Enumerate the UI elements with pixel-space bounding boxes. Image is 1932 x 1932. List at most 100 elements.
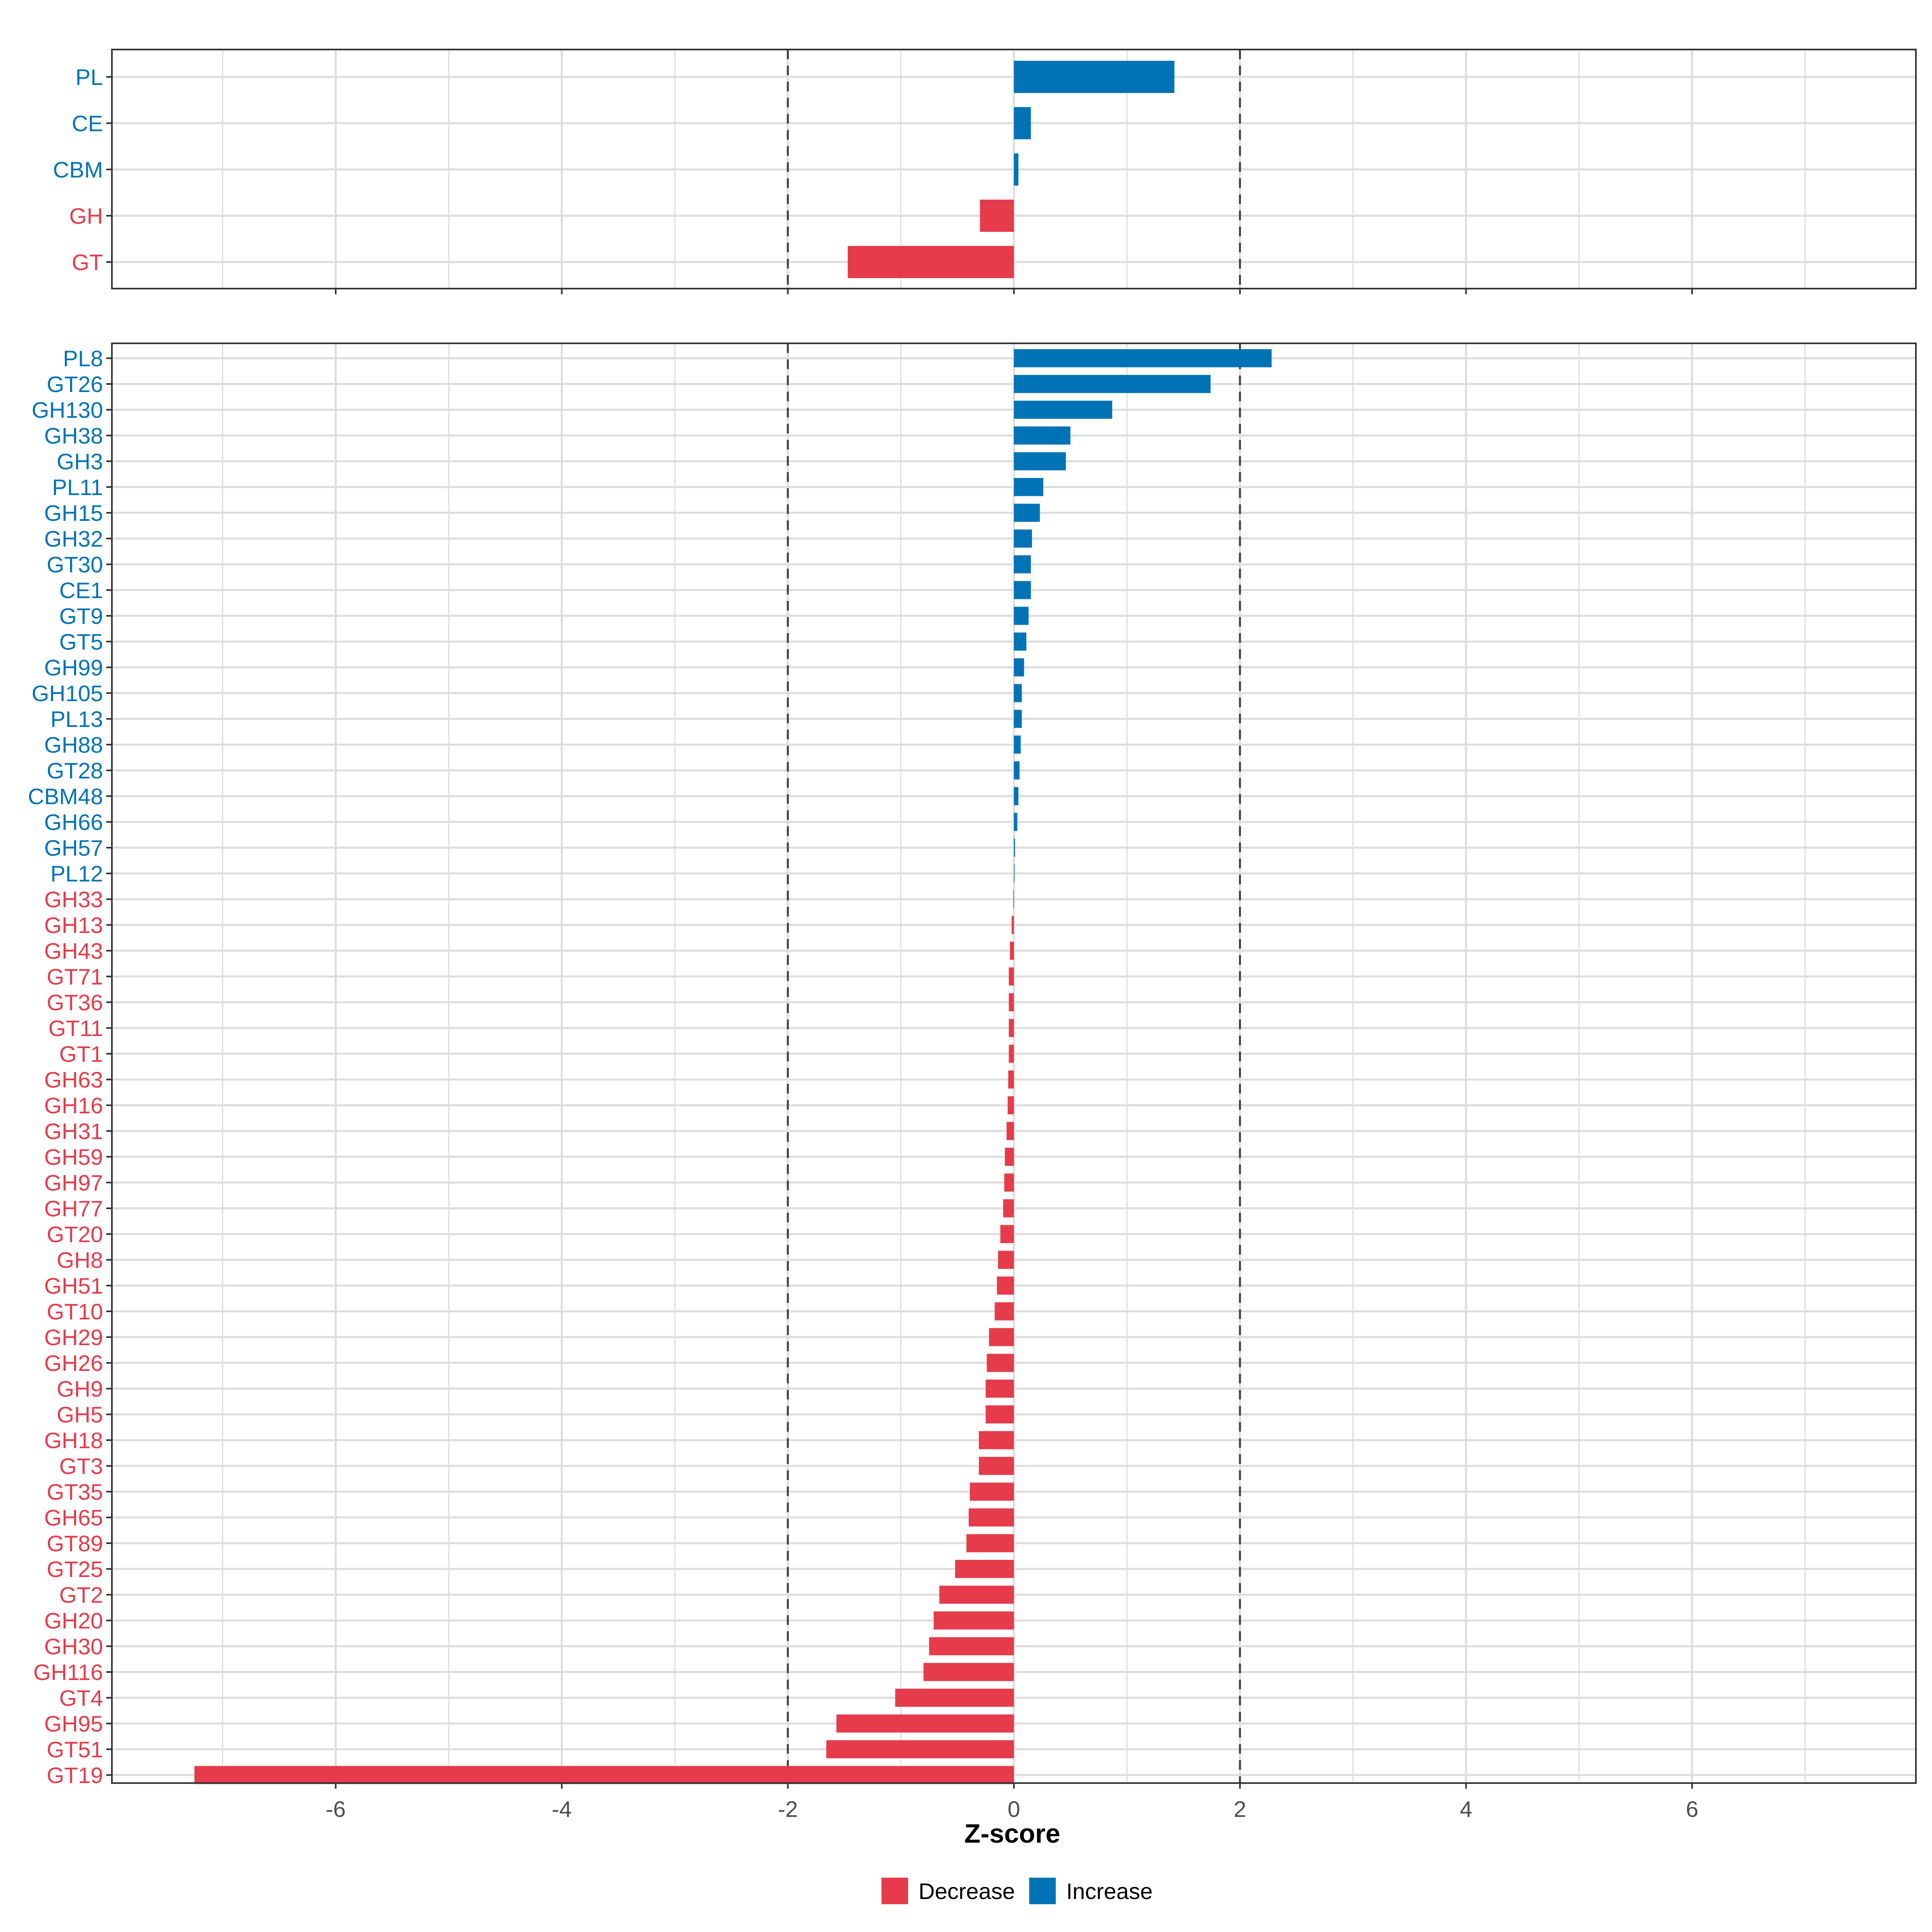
bottom-category-label: GH43 (44, 938, 103, 964)
bottom-bar-gt71 (1009, 967, 1014, 986)
bottom-bar-gt89 (966, 1534, 1014, 1552)
top-bar-gh (980, 200, 1014, 232)
bottom-bar-pl8 (1014, 349, 1272, 367)
bottom-bar-gh95 (836, 1714, 1014, 1733)
bottom-bar-gt25 (955, 1560, 1014, 1578)
bottom-category-label: GH3 (57, 449, 103, 474)
bottom-bar-pl11 (1014, 478, 1044, 496)
bottom-bar-pl12 (1014, 864, 1015, 883)
bottom-bar-gh8 (998, 1251, 1014, 1269)
bottom-category-label: GH29 (44, 1325, 103, 1350)
bottom-bar-gh57 (1014, 838, 1015, 857)
bottom-bar-gh77 (1003, 1199, 1014, 1218)
bottom-bar-pl13 (1014, 710, 1022, 728)
top-bar-pl (1014, 61, 1174, 93)
bottom-bar-gh130 (1014, 400, 1113, 419)
bottom-bar-gh66 (1014, 813, 1018, 831)
bottom-category-label: GT11 (48, 1016, 103, 1041)
bottom-category-label: PL13 (50, 706, 103, 732)
top-bar-ce (1014, 107, 1031, 139)
bottom-category-label: GH99 (44, 655, 103, 680)
bottom-bar-gh116 (923, 1663, 1014, 1681)
bottom-category-label: GH38 (44, 423, 103, 448)
bottom-category-label: GH66 (44, 809, 103, 835)
x-tick-label: 2 (1234, 1796, 1246, 1822)
legend-label-decrease: Decrease (919, 1878, 1015, 1904)
bottom-bar-gh15 (1014, 504, 1040, 522)
legend: Decrease Increase (881, 1878, 1153, 1904)
bottom-category-label: GH5 (57, 1402, 103, 1427)
bottom-category-label: GT35 (47, 1479, 103, 1505)
bottom-category-label: GH18 (44, 1428, 103, 1453)
bottom-bar-gt20 (1000, 1225, 1014, 1243)
bottom-category-label: GT10 (47, 1299, 103, 1324)
bottom-bar-gh97 (1004, 1173, 1014, 1192)
top-category-label: GT (72, 250, 103, 275)
top-bar-cbm (1014, 153, 1019, 186)
bottom-category-label: GT51 (47, 1737, 103, 1762)
bottom-category-label: GH20 (44, 1608, 103, 1633)
bottom-bar-gt35 (970, 1482, 1014, 1501)
bottom-category-label: GH16 (44, 1093, 103, 1118)
x-tick-label: 0 (1007, 1796, 1020, 1822)
bottom-category-label: PL12 (50, 861, 103, 886)
bottom-bar-gh16 (1007, 1096, 1014, 1115)
bottom-category-label: GH51 (44, 1273, 103, 1298)
bottom-category-label: GT3 (59, 1453, 103, 1479)
bottom-category-label: GT5 (59, 629, 103, 654)
bottom-bar-gh3 (1014, 452, 1066, 471)
bottom-bar-gh99 (1014, 658, 1024, 677)
bottom-bar-gt4 (895, 1688, 1014, 1707)
bottom-bar-gt2 (939, 1585, 1014, 1604)
bottom-category-label: PL8 (63, 346, 103, 371)
bottom-category-label: GH32 (44, 526, 103, 551)
bottom-bar-gh43 (1010, 941, 1014, 960)
bottom-bar-gt30 (1014, 555, 1031, 574)
bottom-category-label: GT9 (59, 603, 103, 629)
bottom-panel: PL8GT26GH130GH38GH3PL11GH15GH32GT30CE1GT… (28, 343, 1917, 1789)
bottom-category-label: GH33 (44, 887, 103, 912)
bottom-bar-gh30 (929, 1637, 1014, 1655)
bottom-bar-gh38 (1014, 426, 1071, 445)
bottom-bar-cbm48 (1014, 787, 1019, 805)
bottom-bar-gh32 (1014, 529, 1032, 548)
bottom-bar-gt26 (1014, 375, 1211, 393)
bottom-category-label: GT2 (59, 1582, 103, 1608)
bottom-bar-gh65 (968, 1508, 1014, 1527)
bottom-bar-gh20 (933, 1611, 1014, 1630)
bottom-category-label: GH65 (44, 1505, 103, 1530)
bottom-category-label: GH57 (44, 835, 103, 861)
bottom-category-label: GT20 (47, 1222, 103, 1247)
bottom-category-label: GH130 (32, 397, 103, 423)
bottom-bar-gh33 (1013, 890, 1014, 908)
bottom-bar-gh26 (987, 1354, 1014, 1372)
x-tick-label: -2 (778, 1796, 798, 1822)
bottom-category-label: GH9 (57, 1376, 103, 1402)
bottom-bar-gh88 (1014, 735, 1021, 754)
bottom-bar-gh18 (978, 1431, 1014, 1449)
legend-swatch-decrease (881, 1878, 908, 1904)
bottom-category-label: GH77 (44, 1196, 103, 1221)
bottom-category-label: GT4 (59, 1685, 103, 1711)
top-bar-gt (848, 246, 1014, 278)
bottom-bar-gh105 (1014, 684, 1022, 702)
legend-swatch-increase (1029, 1878, 1056, 1904)
bottom-category-label: GT19 (47, 1763, 103, 1788)
bottom-bar-gt5 (1014, 632, 1026, 651)
bottom-category-label: PL11 (52, 475, 103, 500)
bottom-category-label: GH63 (44, 1067, 103, 1092)
x-axis: -6 -4 -2 0 2 4 6 (326, 1796, 1698, 1822)
bottom-category-label: CBM48 (28, 784, 103, 809)
bottom-bar-gt51 (826, 1740, 1014, 1759)
bottom-category-label: GH8 (57, 1247, 103, 1273)
bottom-category-label: GH97 (44, 1170, 103, 1195)
bottom-bar-gt28 (1014, 761, 1020, 780)
bottom-category-label: GH105 (32, 681, 103, 706)
x-axis-title: Z-score (964, 1818, 1060, 1848)
x-tick-label: -6 (326, 1796, 346, 1822)
top-category-label: CBM (53, 157, 103, 182)
bottom-bar-gt3 (978, 1457, 1014, 1475)
top-category-label: PL (76, 64, 103, 90)
bottom-bar-gh51 (997, 1276, 1014, 1295)
